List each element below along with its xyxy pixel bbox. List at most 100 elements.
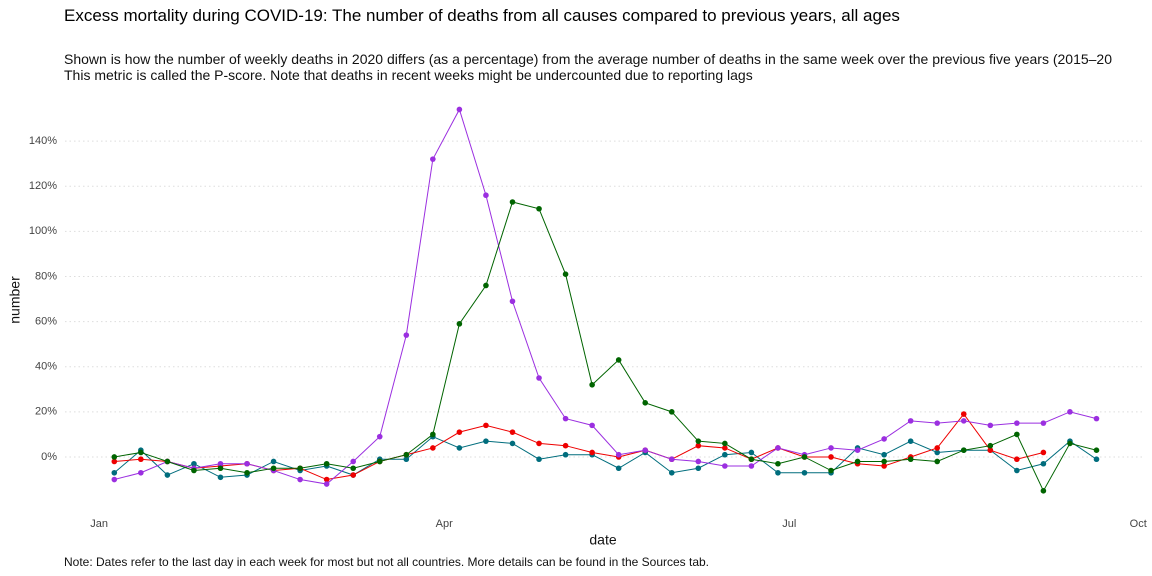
point xyxy=(881,463,887,469)
point xyxy=(668,469,675,476)
point xyxy=(430,156,436,162)
point xyxy=(430,431,436,438)
point xyxy=(775,445,781,451)
point xyxy=(191,467,197,474)
line xyxy=(113,436,1097,478)
y-tick-label: 80% xyxy=(35,270,57,282)
point xyxy=(907,418,914,424)
point xyxy=(350,465,357,472)
point xyxy=(934,445,941,451)
point xyxy=(562,442,569,449)
point xyxy=(1040,488,1047,494)
point xyxy=(1014,420,1020,426)
chart-subtitle: This metric is called the P-score. Note … xyxy=(64,67,753,83)
point xyxy=(615,451,622,458)
point xyxy=(483,282,489,289)
point xyxy=(881,458,887,465)
y-tick-label: 60% xyxy=(35,315,57,327)
point xyxy=(1040,420,1047,426)
point xyxy=(881,451,887,458)
point xyxy=(217,460,224,467)
point xyxy=(987,422,994,429)
point xyxy=(323,460,330,467)
point xyxy=(907,456,914,463)
point xyxy=(562,415,569,422)
point xyxy=(748,456,755,463)
point xyxy=(934,458,941,465)
chart-subtitle: Shown is how the number of weekly deaths… xyxy=(64,51,1113,67)
point xyxy=(138,449,144,456)
point xyxy=(403,451,410,458)
point xyxy=(828,445,834,451)
point xyxy=(376,458,383,465)
y-tick-label: 20% xyxy=(35,406,57,418)
point xyxy=(695,438,702,444)
point xyxy=(722,451,728,458)
point xyxy=(297,465,303,472)
point xyxy=(483,422,489,429)
point xyxy=(1040,460,1047,467)
point xyxy=(111,476,118,483)
point xyxy=(350,472,357,478)
point xyxy=(695,442,702,449)
point xyxy=(376,433,383,440)
point xyxy=(854,458,861,465)
point xyxy=(1067,409,1073,415)
point xyxy=(695,458,702,465)
point xyxy=(934,449,941,456)
point xyxy=(509,429,516,435)
point xyxy=(536,205,542,212)
point xyxy=(483,438,489,444)
point xyxy=(483,192,489,199)
point xyxy=(456,429,463,435)
point xyxy=(509,440,516,447)
point xyxy=(960,447,967,454)
point xyxy=(536,375,542,381)
point xyxy=(191,460,197,467)
point xyxy=(987,447,994,454)
point xyxy=(722,463,728,469)
point xyxy=(1040,449,1047,456)
point xyxy=(323,481,330,487)
point xyxy=(509,298,516,305)
point xyxy=(244,460,250,467)
point xyxy=(509,199,516,205)
point xyxy=(828,454,834,460)
point xyxy=(695,465,702,472)
point xyxy=(164,472,171,478)
x-tick-label: Apr xyxy=(436,518,453,530)
point xyxy=(270,465,277,472)
point xyxy=(748,449,755,456)
point xyxy=(907,438,914,444)
point xyxy=(403,332,410,338)
point xyxy=(828,467,834,474)
point xyxy=(217,465,224,472)
point xyxy=(801,454,808,460)
point xyxy=(960,411,967,417)
point xyxy=(748,463,755,469)
point xyxy=(1093,456,1100,463)
point xyxy=(138,469,144,476)
point xyxy=(642,447,649,454)
point xyxy=(881,436,887,442)
point xyxy=(668,409,675,415)
point xyxy=(562,451,569,458)
x-tick-label: Oct xyxy=(1130,518,1147,530)
chart-title: Excess mortality during COVID-19: The nu… xyxy=(64,6,900,25)
point xyxy=(111,469,118,476)
point xyxy=(323,476,330,483)
point xyxy=(1014,467,1020,474)
point xyxy=(801,469,808,476)
y-tick-label: 0% xyxy=(41,451,57,463)
point xyxy=(536,440,542,447)
y-tick-label: 100% xyxy=(29,225,57,237)
point xyxy=(589,381,595,388)
point xyxy=(111,458,118,465)
x-tick-label: Jan xyxy=(90,518,108,530)
point xyxy=(987,442,994,449)
point xyxy=(589,422,595,429)
point xyxy=(164,458,171,465)
point xyxy=(350,458,357,465)
